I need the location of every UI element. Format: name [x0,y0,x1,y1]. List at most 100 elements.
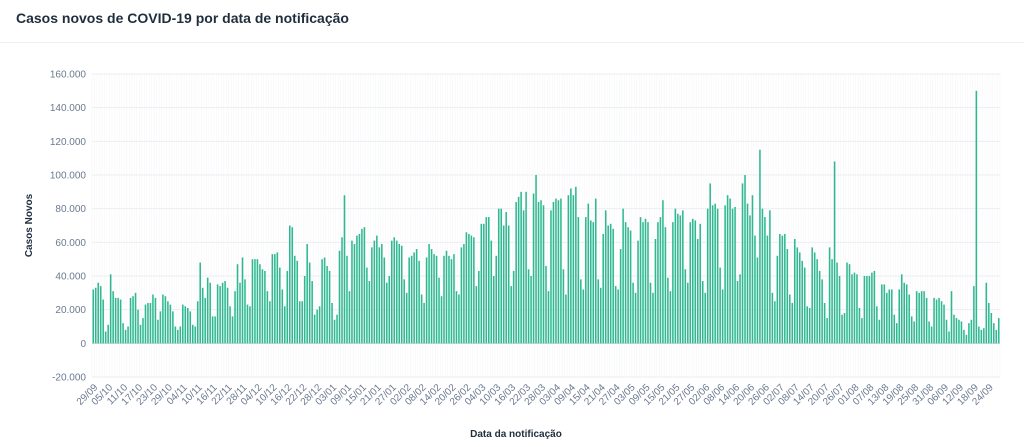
bar[interactable] [816,259,818,344]
bar[interactable] [169,304,172,344]
bar[interactable] [903,282,905,344]
bar[interactable] [488,217,490,344]
bar[interactable] [759,149,761,344]
bar[interactable] [789,294,791,344]
bar[interactable] [940,301,943,344]
bar[interactable] [522,210,525,344]
bar[interactable] [127,326,129,344]
bar[interactable] [157,319,159,344]
bar[interactable] [147,302,149,344]
bar[interactable] [756,257,759,344]
bar[interactable] [525,191,527,344]
bar[interactable] [565,294,567,344]
bar[interactable] [420,294,423,344]
bar[interactable] [848,264,851,344]
bar[interactable] [689,222,692,344]
bar[interactable] [244,279,246,344]
bar[interactable] [353,244,356,344]
bar[interactable] [915,291,918,344]
bar[interactable] [878,319,881,344]
bar[interactable] [239,282,241,344]
bar[interactable] [510,286,512,344]
bar[interactable] [413,252,415,344]
bar[interactable] [714,203,716,344]
bar[interactable] [149,302,152,344]
bar[interactable] [776,255,779,344]
bar[interactable] [609,223,612,344]
bar[interactable] [990,313,993,344]
bar[interactable] [390,240,393,344]
bar[interactable] [552,201,555,344]
bar[interactable] [308,262,311,344]
bar[interactable] [741,183,744,344]
bar[interactable] [632,282,634,344]
bar[interactable] [159,311,162,344]
bar[interactable] [619,249,622,344]
bar[interactable] [241,257,244,344]
bar[interactable] [517,196,520,344]
bar[interactable] [495,255,498,344]
bar[interactable] [978,326,980,344]
bar[interactable] [269,301,271,344]
bar[interactable] [687,282,689,344]
bar[interactable] [965,334,968,344]
bar[interactable] [599,287,602,344]
bar[interactable] [512,270,515,344]
bar[interactable] [530,276,532,344]
bar[interactable] [634,292,637,344]
bar[interactable] [950,291,953,344]
bar[interactable] [288,225,291,344]
bar[interactable] [647,222,649,344]
bar[interactable] [386,282,388,344]
bar[interactable] [368,281,371,344]
bar[interactable] [597,279,600,344]
bar[interactable] [261,269,264,344]
bar[interactable] [201,287,204,344]
bar[interactable] [555,198,557,344]
bar[interactable] [704,292,706,344]
bar[interactable] [473,237,475,344]
bar[interactable] [301,301,303,344]
bar[interactable] [594,198,597,344]
bar[interactable] [662,200,664,344]
bar[interactable] [366,267,368,344]
bar[interactable] [333,319,336,344]
bar[interactable] [604,210,607,344]
bar[interactable] [711,205,714,344]
bar[interactable] [988,302,990,344]
bar[interactable] [861,318,863,344]
bar[interactable] [179,326,182,344]
bar[interactable] [612,228,614,344]
bar[interactable] [94,287,97,344]
bar[interactable] [343,195,346,344]
bar[interactable] [948,331,950,344]
bar[interactable] [346,255,348,344]
bar[interactable] [923,291,925,344]
bar[interactable] [652,292,654,344]
bar[interactable] [677,213,679,344]
bar[interactable] [910,316,913,344]
bar[interactable] [895,323,898,344]
bar[interactable] [841,314,843,344]
bar[interactable] [786,249,789,344]
bar[interactable] [458,294,460,344]
bar[interactable] [716,208,719,344]
bar[interactable] [338,250,341,344]
bar[interactable] [229,306,231,344]
bar[interactable] [164,296,167,344]
bar[interactable] [828,247,831,344]
bar[interactable] [448,255,450,344]
bar[interactable] [405,292,408,344]
bar[interactable] [172,311,174,344]
bar[interactable] [418,260,420,344]
bar[interactable] [490,240,493,344]
bar[interactable] [137,309,139,344]
bar[interactable] [796,247,799,344]
bar[interactable] [985,282,988,344]
bar[interactable] [580,279,582,344]
bar[interactable] [455,291,458,344]
bar[interactable] [393,237,396,344]
bar[interactable] [669,291,672,344]
bar[interactable] [970,319,973,344]
